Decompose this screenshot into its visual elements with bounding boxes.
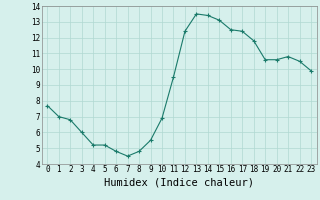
X-axis label: Humidex (Indice chaleur): Humidex (Indice chaleur): [104, 177, 254, 187]
